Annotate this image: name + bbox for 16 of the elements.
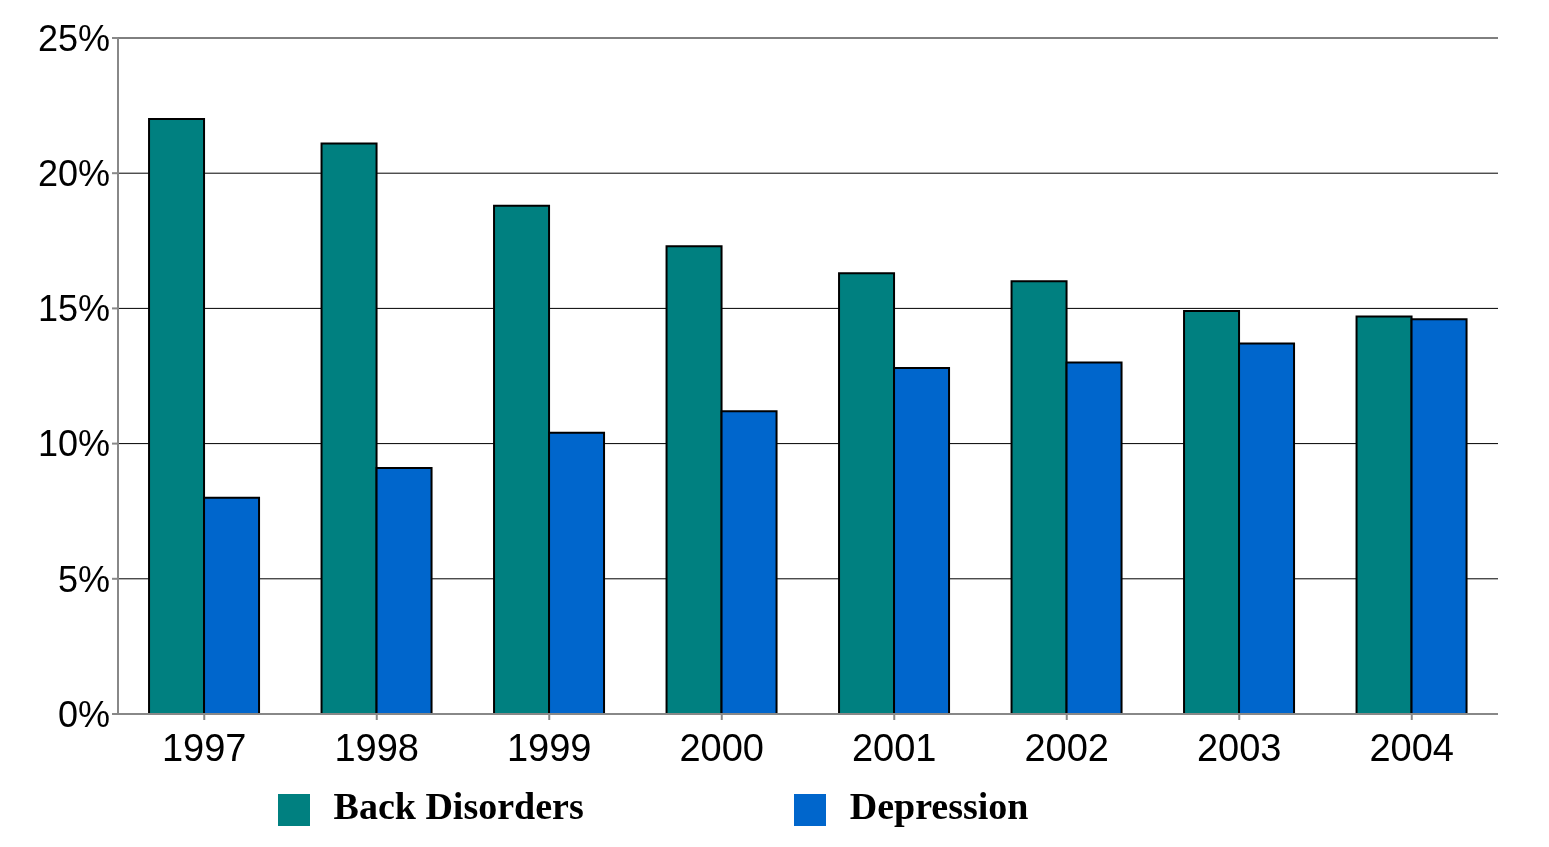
x-tick-label: 1998	[334, 726, 420, 769]
x-tick-label: 2002	[1024, 726, 1110, 769]
x-tick-label: 1997	[161, 726, 247, 769]
x-tick-label: 2001	[851, 726, 937, 769]
y-tick-label: 0%	[57, 693, 110, 735]
y-tick-label: 10%	[37, 423, 110, 465]
y-tick-label: 15%	[37, 288, 110, 330]
x-tick-label: 2003	[1196, 726, 1282, 769]
y-tick-label: 5%	[57, 558, 110, 600]
x-tick-label: 1999	[506, 726, 592, 769]
legend-label: Back Disorders	[333, 785, 584, 827]
x-tick-label: 2000	[679, 726, 765, 769]
x-tick-label: 2004	[1369, 726, 1455, 769]
y-tick-label: 25%	[37, 17, 110, 59]
y-tick-label: 20%	[37, 152, 110, 194]
legend-label: Depression	[849, 785, 1029, 827]
